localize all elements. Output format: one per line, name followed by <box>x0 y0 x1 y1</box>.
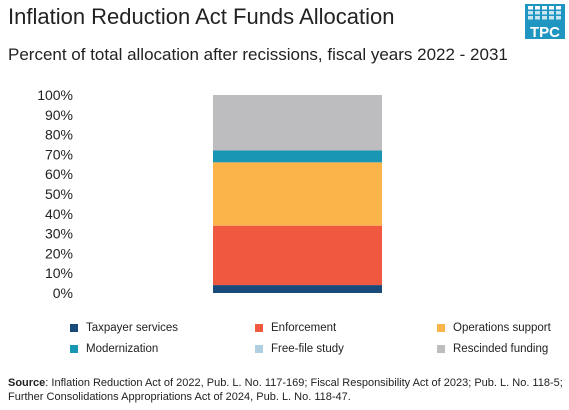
legend-swatch <box>70 324 78 332</box>
legend-label: Taxpayer services <box>86 322 179 334</box>
legend-label: Rescinded funding <box>453 343 549 355</box>
logo-grid-cell <box>542 11 547 15</box>
y-tick-label: 100% <box>37 87 73 103</box>
legend-item: Free-file study <box>255 343 344 355</box>
y-tick-label: 0% <box>53 285 73 301</box>
y-tick-label: 20% <box>45 245 73 261</box>
logo-background <box>525 4 565 39</box>
logo-grid-cell <box>556 11 561 15</box>
y-tick-label: 10% <box>45 265 73 281</box>
y-tick-label: 80% <box>45 127 73 143</box>
legend-item: Rescinded funding <box>437 343 548 355</box>
legend-swatch <box>255 324 263 332</box>
y-tick-label: 60% <box>45 166 73 182</box>
logo-grid-cell <box>535 11 540 15</box>
logo-grid-cell <box>528 11 533 15</box>
logo-text: TPC <box>530 24 560 39</box>
logo-grid-cell <box>535 6 540 10</box>
source-label: Source <box>8 377 46 389</box>
legend-item: Modernization <box>70 343 158 355</box>
bar-segment-rescinded-funding <box>213 95 382 151</box>
source-note: Source: Inflation Reduction Act of 2022,… <box>8 376 563 404</box>
logo-grid-cell <box>542 6 547 10</box>
logo-grid-cell <box>549 11 554 15</box>
chart-title: Inflation Reduction Act Funds Allocation <box>8 4 395 29</box>
legend-swatch <box>255 345 263 353</box>
bar-segment-enforcement <box>213 225 382 286</box>
stacked-bar-chart: 0% 10% 20% 30% 40% 50% 60% 70% 80% 90% 100% <box>37 87 382 301</box>
source-text: : Inflation Reduction Act of 2022, Pub. … <box>8 377 563 403</box>
legend-swatch <box>70 345 78 353</box>
legend-swatch <box>437 345 445 353</box>
legend-item: Enforcement <box>255 322 336 334</box>
logo-grid-cell <box>535 16 540 20</box>
legend-label: Enforcement <box>271 322 337 334</box>
chart-legend: Taxpayer services Enforcement Operations s… <box>0 318 569 368</box>
bar-segment-modernization <box>213 150 382 163</box>
y-tick-label: 50% <box>45 186 73 202</box>
bar-segment-operations-support <box>213 162 382 226</box>
logo-grid-cell <box>556 6 561 10</box>
logo-grid-cell <box>528 6 533 10</box>
y-tick-label: 90% <box>45 107 73 123</box>
logo-grid-cell <box>549 6 554 10</box>
logo-grid-cell <box>549 16 554 20</box>
bar-segment-taxpayer-services <box>213 285 382 293</box>
logo-grid-cell <box>542 16 547 20</box>
logo-grid-cell <box>556 16 561 20</box>
legend-swatch <box>437 324 445 332</box>
legend-item: Operations support <box>437 322 551 334</box>
chart-subtitle: Percent of total allocation after reciss… <box>8 45 508 64</box>
logo-grid-icon <box>525 4 565 39</box>
y-tick-label: 70% <box>45 146 73 162</box>
y-tick-label: 40% <box>45 206 73 222</box>
tpc-logo: TPC <box>525 4 565 39</box>
legend-label: Modernization <box>86 343 159 355</box>
legend-item: Taxpayer services <box>70 322 178 334</box>
logo-grid-cell <box>528 16 533 20</box>
y-tick-label: 30% <box>45 226 73 242</box>
legend-label: Free-file study <box>271 343 344 355</box>
legend-label: Operations support <box>453 322 551 334</box>
